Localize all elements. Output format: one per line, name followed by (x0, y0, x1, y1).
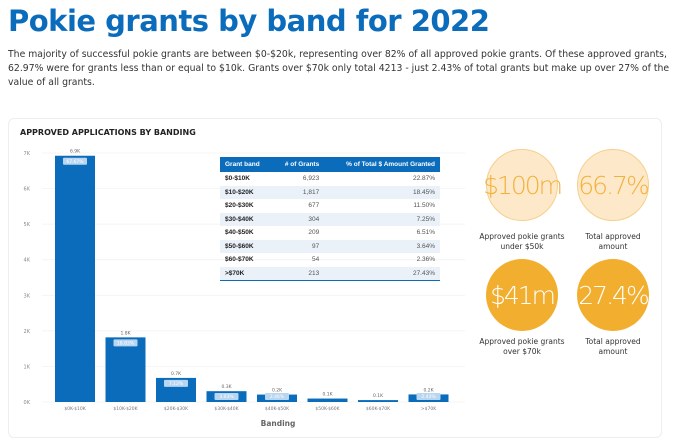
x-tick-label: $50K-$60K (315, 406, 340, 412)
pct-label: 2.43% (421, 394, 436, 400)
bar (55, 155, 95, 402)
table-cell: 1,817 (272, 185, 325, 199)
col-header: % of Total $ Amount Granted (324, 157, 440, 172)
table-cell: $30-$40K (220, 212, 273, 226)
pct-label: 67.67% (66, 159, 84, 165)
pct-label-bg (113, 339, 138, 347)
data-label: 0.7K (171, 371, 182, 377)
col-header: Grant band (220, 157, 273, 172)
x-tick-label: $40K-$50K (265, 406, 290, 412)
table-cell: 97 (272, 239, 325, 253)
pct-label-bg (265, 393, 289, 400)
page-title: Pokie grants by band for 2022 (8, 4, 490, 38)
x-axis-title: Banding (261, 419, 296, 428)
table-row: >$70K 213 27.43% (220, 266, 440, 281)
col-header: # of Grants (272, 157, 325, 172)
bar (307, 398, 348, 402)
table-row: $0-$10K 6,923 22.87% (220, 172, 440, 186)
x-tick-label: $0K-$10K (64, 406, 86, 412)
table-cell: $20-$30K (225, 202, 254, 210)
pct-label: 7.12% (169, 381, 184, 387)
stat-caption: Approved pokie grants over $70k (479, 337, 565, 356)
pct-label: 18.83% (117, 341, 135, 347)
x-tick-label: $20K-$30K (164, 406, 189, 412)
data-label: 6.9K (70, 149, 81, 155)
pct-label-bg (164, 379, 188, 387)
intro-paragraph: The majority of successful pokie grants … (8, 49, 670, 88)
data-label: 0.3K (221, 384, 232, 390)
y-tick-label: 7K (24, 151, 31, 157)
bar (358, 400, 398, 402)
pct-label-bg (214, 393, 239, 400)
table-cell: 3.64% (324, 239, 440, 253)
x-tick-label: $10K-$20K (113, 406, 138, 412)
bar (105, 337, 146, 402)
data-label: 0.1K (373, 393, 384, 399)
table-cell: 54 (311, 256, 320, 264)
table-cell: 209 (308, 229, 320, 237)
pct-label-bg (63, 157, 87, 165)
table-row: $10-$20K 1,817 18.45% (220, 185, 440, 199)
y-tick-label: 5K (24, 222, 31, 228)
table-cell: 2.36% (416, 256, 435, 264)
stat-value: $41m (489, 280, 556, 310)
stat-circle: 66.7% (577, 149, 650, 221)
stat-value: 66.7% (578, 170, 649, 200)
table-cell: 27.43% (324, 266, 440, 281)
y-tick-label: 3K (24, 293, 31, 299)
y-tick-label: 4K (24, 258, 31, 264)
table-cell: $40-$50K (225, 229, 254, 237)
table-cell: 6.51% (416, 229, 435, 237)
table-row: $60-$70K 54 2.36% (220, 253, 440, 267)
stat-caption: Total approved amount (585, 337, 641, 356)
data-label: 0.2K (272, 388, 283, 394)
table-cell: $50-$60K (220, 239, 273, 253)
table-cell: $10-$20K (220, 185, 273, 199)
data-label: 0.1K (322, 392, 333, 398)
stat-circle: $100m (483, 149, 563, 221)
y-tick-label: 1K (24, 364, 31, 370)
stat-caption: Approved pokie grants under $50k (479, 232, 565, 251)
pct-label: 3.03% (219, 394, 234, 400)
table-row: $50-$60K 97 3.64% (220, 239, 440, 253)
table-row: $20-$30K 677 11.50% (220, 199, 440, 213)
pct-label: 2.46% (270, 394, 285, 400)
table-cell: 22.87% (412, 175, 435, 183)
x-tick-label: $30K-$40K (214, 406, 239, 412)
x-tick-label: $60K-$70K (366, 406, 391, 412)
table-cell: $0-$10K (225, 175, 250, 183)
table-row: $40-$50K 209 6.51% (220, 226, 440, 240)
table-cell: 11.50% (413, 202, 435, 210)
data-label: 1.8K (120, 330, 131, 336)
stat-circle: $41m (486, 259, 558, 331)
table-cell: >$70K (220, 266, 273, 281)
table-cell: 6,923 (302, 175, 320, 183)
table-row: $30-$40K 304 7.25% (220, 212, 440, 226)
table-cell: 213 (272, 266, 325, 281)
table-cell: 677 (308, 202, 320, 210)
table-cell: 304 (272, 212, 325, 226)
stat-circle: 27.4% (577, 259, 650, 331)
data-label: 0.2K (423, 387, 434, 393)
y-tick-label: 0K (24, 400, 31, 406)
table-cell: 7.25% (324, 212, 440, 226)
table-cell: 18.45% (324, 185, 440, 199)
y-tick-label: 6K (24, 187, 31, 193)
stat-value: $100m (483, 170, 563, 200)
table-cell: $60-$70K (225, 256, 254, 264)
x-tick-label: >$70K (421, 406, 437, 412)
pct-label-bg (416, 393, 441, 400)
grant-band-table: Grant band # of Grants % of Total $ Amou… (220, 157, 440, 281)
stat-value: 27.4% (578, 280, 649, 310)
chart-title: APPROVED APPLICATIONS BY BANDING (20, 128, 196, 137)
y-tick-label: 2K (24, 329, 31, 335)
stat-caption: Total approved amount (585, 232, 641, 251)
